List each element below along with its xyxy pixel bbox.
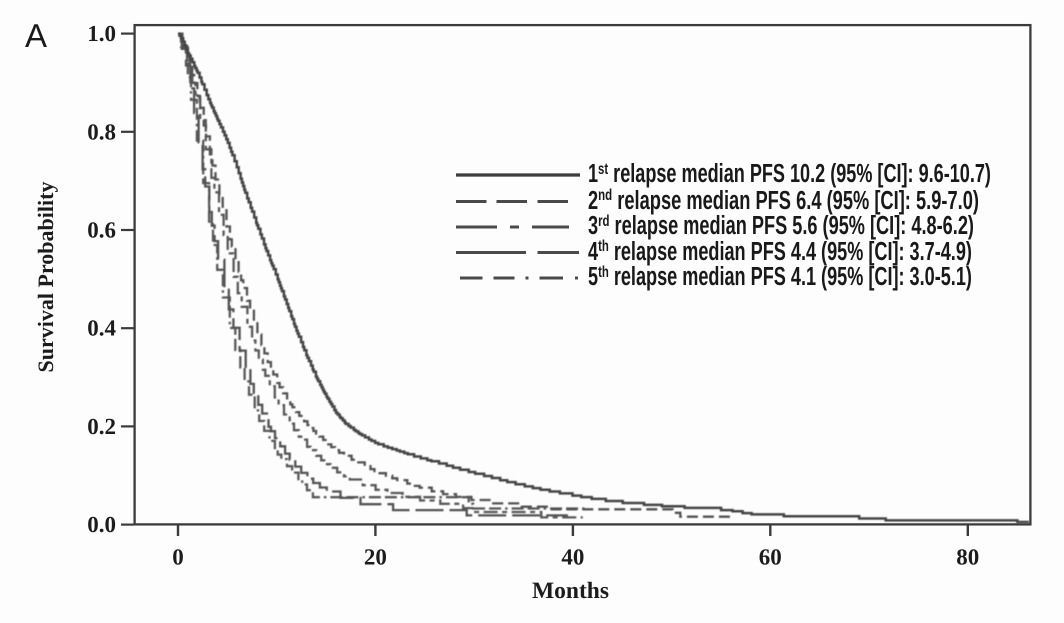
- svg-text:A: A: [25, 17, 47, 54]
- svg-text:Months: Months: [532, 578, 609, 604]
- svg-text:0.6: 0.6: [87, 218, 116, 243]
- svg-text:0.0: 0.0: [87, 512, 116, 537]
- svg-text:1.0: 1.0: [87, 21, 116, 46]
- svg-text:60: 60: [759, 545, 782, 570]
- svg-text:0.2: 0.2: [87, 414, 116, 439]
- svg-text:80: 80: [956, 545, 979, 570]
- svg-text:0: 0: [172, 545, 184, 570]
- svg-text:0.8: 0.8: [87, 119, 116, 144]
- svg-text:40: 40: [561, 545, 584, 570]
- svg-text:20: 20: [364, 545, 387, 570]
- svg-text:Survival Probability: Survival Probability: [33, 182, 58, 373]
- svg-text:0.4: 0.4: [87, 316, 116, 341]
